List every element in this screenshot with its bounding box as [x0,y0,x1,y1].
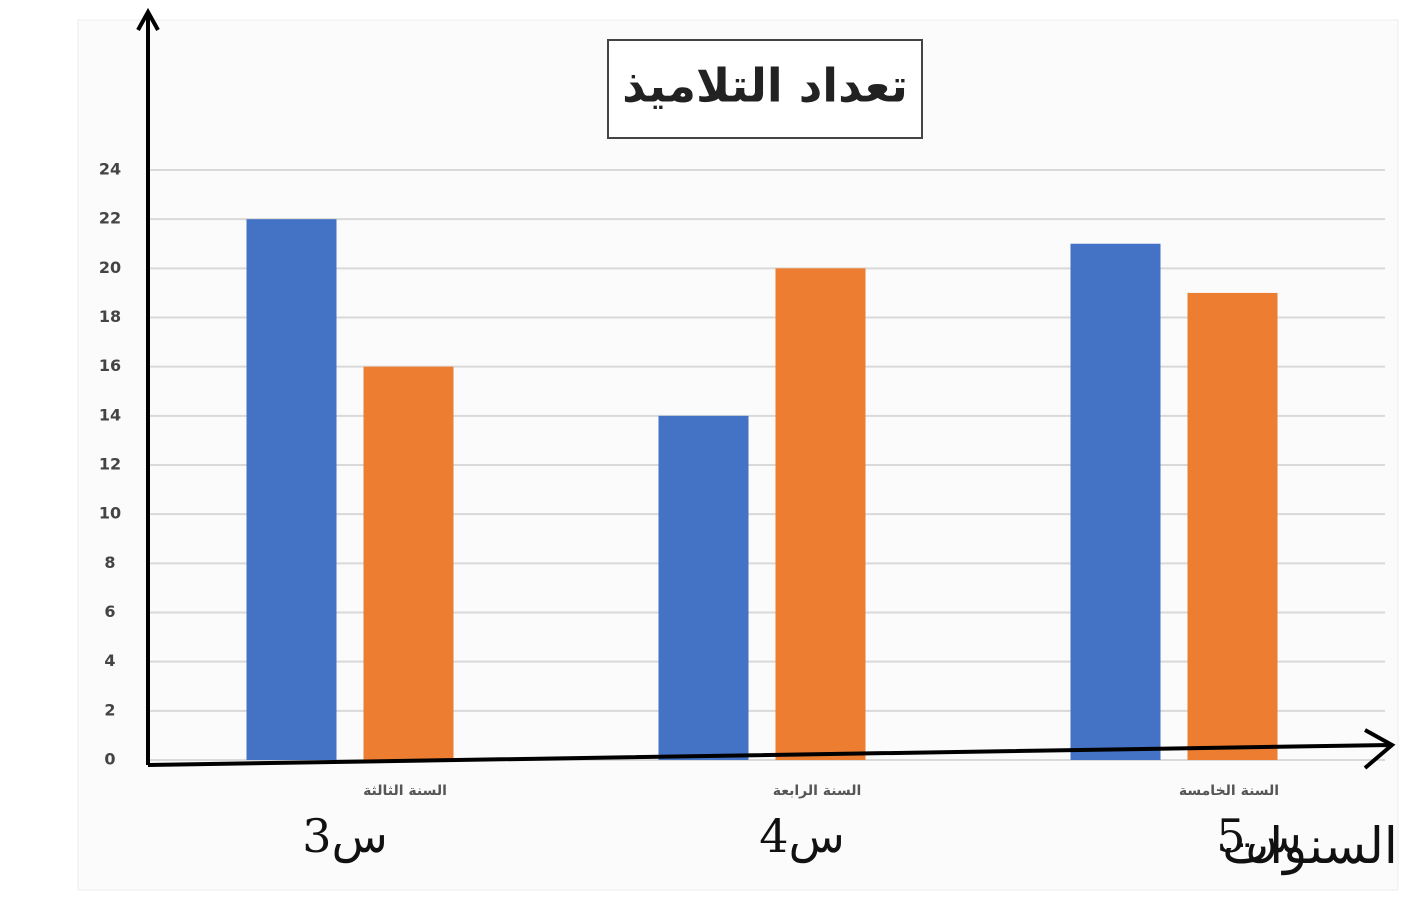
y-tick-label: 2 [104,700,115,719]
y-tick-label: 8 [104,553,115,572]
y-tick-label: 20 [99,258,121,277]
y-tick-label: 10 [99,504,121,523]
x-tick-label: السنة الرابعة [773,783,862,799]
bar [364,367,454,760]
page: 024681012141618202224السنة الثالثة3سالسن… [0,0,1411,919]
handwritten-label: 4س [759,809,844,864]
bar [659,416,749,760]
y-tick-label: 6 [104,602,115,621]
bar [1188,293,1278,760]
y-tick-label: 14 [99,405,121,424]
y-tick-label: 12 [99,455,121,474]
y-tick-label: 24 [99,160,121,179]
handwritten-label: 3س [302,809,387,864]
y-tick-label: 16 [99,356,121,375]
x-tick-label: السنة الثالثة [363,783,447,799]
y-tick-label: 22 [99,209,121,228]
chart: 024681012141618202224السنة الثالثة3سالسن… [0,0,1411,919]
y-tick-label: 18 [99,307,121,326]
x-axis-label: السنوات [1222,817,1398,876]
y-tick-label: 4 [104,651,115,670]
y-tick-label: 0 [104,750,115,769]
chart-title: تعداد التلاميذ [622,59,908,113]
x-tick-label: السنة الخامسة [1179,783,1279,799]
bar [776,268,866,760]
bar [1071,244,1161,760]
bar [247,219,337,760]
